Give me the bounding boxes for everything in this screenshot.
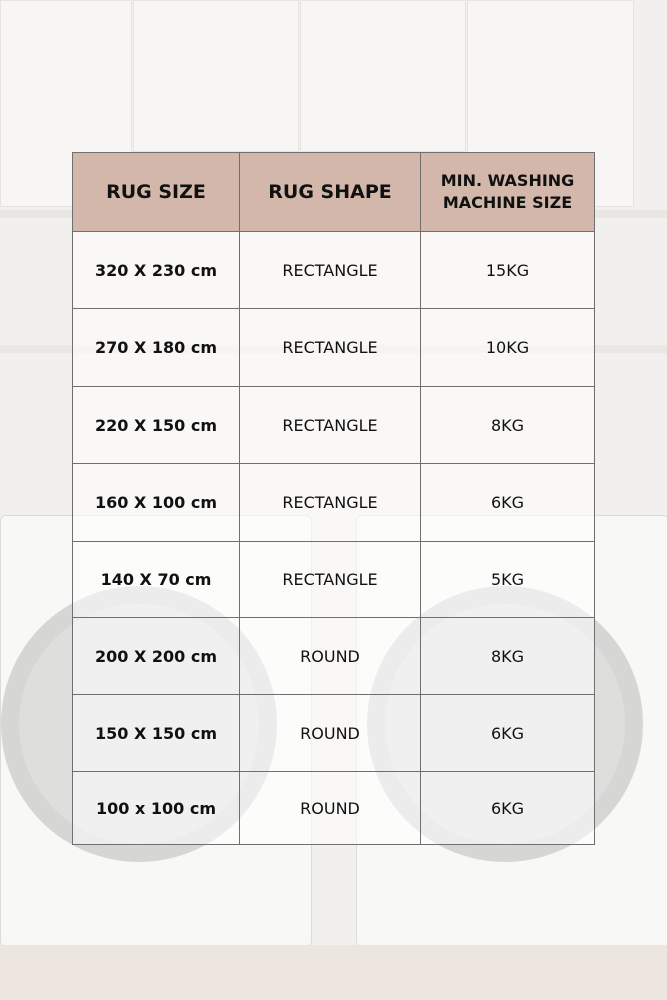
rug-shape-cell: ROUND	[239, 771, 421, 845]
machine-size-cell: 10KG	[420, 308, 595, 387]
machine-size-cell: 6KG	[420, 771, 595, 845]
machine-size-cell: 6KG	[420, 463, 595, 542]
table-row: 320 X 230 cm RECTANGLE 15KG	[72, 231, 595, 309]
rug-shape-cell: RECTANGLE	[239, 231, 421, 309]
rug-shape-cell: RECTANGLE	[239, 463, 421, 542]
rug-shape-cell: ROUND	[239, 694, 421, 772]
rug-size-cell: 160 X 100 cm	[72, 463, 240, 542]
floor	[0, 945, 667, 1000]
header-min-machine-size: MIN. WASHING MACHINE SIZE	[420, 152, 595, 232]
rug-size-cell: 270 X 180 cm	[72, 308, 240, 387]
machine-size-cell: 8KG	[420, 617, 595, 695]
rug-shape-cell: RECTANGLE	[239, 308, 421, 387]
table-row: 150 X 150 cm ROUND 6KG	[72, 694, 595, 772]
table-row: 200 X 200 cm ROUND 8KG	[72, 617, 595, 695]
table-row: 270 X 180 cm RECTANGLE 10KG	[72, 308, 595, 387]
rug-size-cell: 320 X 230 cm	[72, 231, 240, 309]
table-row: 140 X 70 cm RECTANGLE 5KG	[72, 541, 595, 618]
machine-size-cell: 8KG	[420, 386, 595, 464]
machine-size-cell: 15KG	[420, 231, 595, 309]
table-header-row: RUG SIZE RUG SHAPE MIN. WASHING MACHINE …	[72, 152, 595, 232]
rug-shape-cell: RECTANGLE	[239, 541, 421, 618]
table-row: 160 X 100 cm RECTANGLE 6KG	[72, 463, 595, 542]
rug-size-cell: 150 X 150 cm	[72, 694, 240, 772]
machine-size-cell: 5KG	[420, 541, 595, 618]
header-rug-size: RUG SIZE	[72, 152, 240, 232]
rug-shape-cell: RECTANGLE	[239, 386, 421, 464]
rug-size-cell: 140 X 70 cm	[72, 541, 240, 618]
rug-size-cell: 220 X 150 cm	[72, 386, 240, 464]
rug-size-cell: 100 x 100 cm	[72, 771, 240, 845]
cabinet	[300, 0, 466, 152]
rug-size-cell: 200 X 200 cm	[72, 617, 240, 695]
header-rug-shape: RUG SHAPE	[239, 152, 421, 232]
machine-size-cell: 6KG	[420, 694, 595, 772]
rug-shape-cell: ROUND	[239, 617, 421, 695]
table-row: 100 x 100 cm ROUND 6KG	[72, 771, 595, 845]
cabinet	[133, 0, 299, 152]
rug-size-table: RUG SIZE RUG SHAPE MIN. WASHING MACHINE …	[72, 152, 595, 845]
table-row: 220 X 150 cm RECTANGLE 8KG	[72, 386, 595, 464]
